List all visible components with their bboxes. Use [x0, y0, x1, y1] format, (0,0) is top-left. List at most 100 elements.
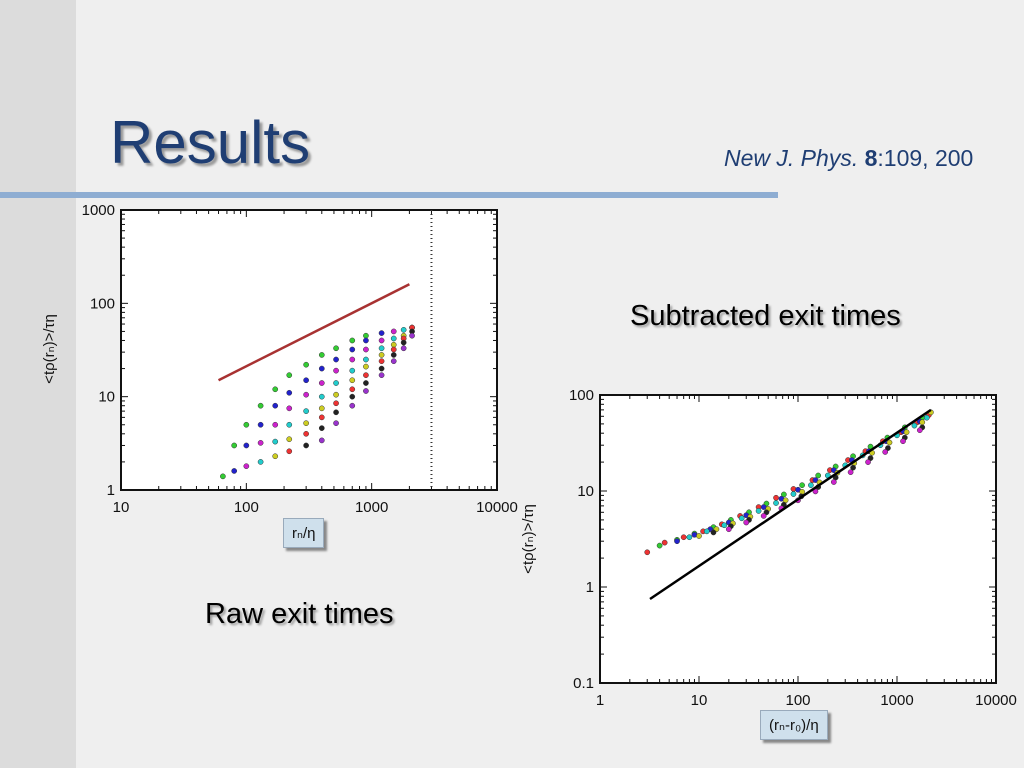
data-point [760, 513, 767, 519]
title-rule [0, 192, 778, 198]
data-point [378, 352, 385, 358]
data-point [390, 352, 397, 358]
data-point [911, 422, 918, 429]
y-tick-label: 100 [569, 387, 594, 404]
data-point [318, 393, 325, 400]
data-point [220, 473, 226, 480]
data-point [231, 468, 238, 474]
data-point [363, 372, 369, 379]
data-point [390, 335, 397, 342]
data-point [674, 538, 680, 545]
x-tick-label: 100 [234, 499, 259, 516]
data-point [378, 345, 385, 352]
data-point [349, 356, 356, 363]
reference-line [217, 283, 410, 382]
series-7 [318, 332, 415, 444]
data-point [349, 393, 356, 400]
axis-ticks [120, 210, 497, 491]
data-point [886, 439, 893, 446]
data-point [378, 358, 385, 365]
data-point [363, 380, 369, 386]
data-point [243, 421, 250, 428]
data-point [363, 332, 369, 339]
data-point [286, 448, 293, 455]
data-point [243, 442, 250, 449]
data-point [644, 549, 651, 556]
data-point [333, 367, 339, 374]
data-point [882, 449, 889, 455]
axis-ticks [599, 395, 996, 684]
citation: New J. Phys. 8:109, 200 [724, 145, 1024, 172]
series-5 [286, 324, 415, 455]
citation-rest: :109, 200 [877, 145, 974, 171]
y-tick-label: 1000 [82, 202, 115, 219]
data-point [318, 414, 325, 421]
data-point [390, 358, 397, 365]
data-point [303, 391, 309, 398]
data-point [272, 421, 279, 428]
data-point [696, 533, 702, 539]
y-tick-label: 1 [107, 482, 115, 499]
data-point [390, 328, 397, 335]
data-point [390, 346, 397, 353]
data-point [333, 380, 339, 386]
series-6 [303, 328, 415, 449]
data-point [865, 459, 871, 465]
data-point [830, 479, 837, 485]
data-point [773, 494, 779, 501]
data-point [781, 491, 787, 498]
data-point [286, 405, 293, 412]
x-tick-label: 1000 [880, 692, 913, 709]
slide-title: Results [110, 109, 311, 176]
data-point [850, 464, 856, 471]
data-point [333, 420, 339, 427]
data-point [272, 453, 279, 460]
data-point [286, 372, 293, 379]
data-point [916, 427, 923, 434]
data-point [409, 332, 415, 339]
data-point [333, 400, 339, 407]
xlabel-subtracted: (rₙ-r₀)/η [760, 710, 828, 740]
data-point [808, 482, 814, 489]
data-point [363, 356, 369, 363]
data-point [815, 472, 822, 479]
data-point [349, 367, 356, 374]
series-0 [220, 332, 369, 480]
data-point [363, 346, 369, 353]
data-point [243, 463, 250, 470]
series-2 [243, 328, 397, 470]
data-point [286, 436, 293, 443]
data-point [661, 539, 668, 546]
slide-sidebar [0, 0, 76, 768]
xlabel-raw: rₙ/η [283, 518, 325, 548]
data-point [363, 363, 369, 370]
data-point [272, 386, 279, 393]
plot-frame [120, 209, 498, 491]
x-tick-label: 100 [785, 692, 810, 709]
data-point [390, 341, 397, 348]
y-tick-label: 10 [98, 389, 115, 406]
data-point [333, 391, 339, 398]
data-point [303, 442, 309, 449]
data-point [333, 409, 339, 416]
data-point [257, 402, 264, 409]
y-tick-label: 100 [90, 295, 115, 312]
data-point [710, 529, 717, 536]
ylabel-subtracted: <tρ(rₙ)>/τη [520, 504, 537, 574]
ylabel-raw: <tρ(rₙ)>/τη [41, 314, 58, 384]
data-point [847, 469, 854, 476]
data-point [378, 337, 385, 344]
x-tick-label: 1000 [355, 499, 388, 516]
data-point [400, 339, 407, 346]
data-point [318, 437, 325, 444]
data-point [680, 534, 687, 541]
plot-frame [599, 394, 997, 684]
data-point [363, 337, 369, 344]
data-point [349, 377, 356, 384]
data-point [318, 380, 325, 386]
data-point [349, 346, 356, 353]
data-point [257, 421, 264, 428]
data-point [656, 542, 663, 549]
